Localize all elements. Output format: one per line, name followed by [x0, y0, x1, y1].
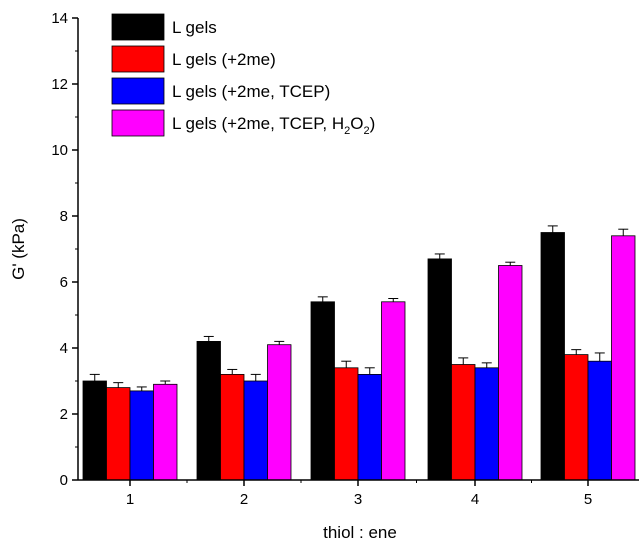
bar: [243, 380, 268, 481]
legend-swatch: [111, 45, 165, 73]
y-tick-label: 2: [60, 406, 68, 423]
bar: [153, 383, 178, 481]
x-tick-label: 4: [471, 491, 479, 508]
bar: [106, 387, 131, 481]
y-tick-label: 4: [60, 340, 68, 357]
bar: [587, 360, 612, 481]
bar: [540, 232, 565, 481]
y-tick-label: 14: [51, 10, 68, 27]
y-tick-label: 8: [60, 208, 68, 225]
bar: [474, 367, 499, 481]
legend: L gels L gels (+2me) L gels (+2me, TCEP) L …: [111, 13, 375, 137]
bar: [196, 340, 221, 481]
x-tick-label: 1: [126, 491, 134, 508]
x-axis-title: thiol : ene: [323, 523, 397, 542]
bar: [381, 301, 406, 481]
bar: [357, 373, 382, 481]
y-axis-title: G' (kPa): [9, 218, 28, 280]
bar: [334, 367, 359, 481]
x-tick-label: 5: [584, 491, 592, 508]
y-tick-label: 6: [60, 274, 68, 291]
bar: [427, 258, 452, 481]
bar: [220, 373, 245, 481]
y-tick-label: 10: [51, 142, 68, 159]
bar: [564, 354, 589, 481]
bar-group: [82, 225, 636, 481]
legend-swatch: [111, 109, 165, 137]
legend-label: L gels: [172, 18, 217, 37]
legend-label: L gels (+2me): [172, 50, 276, 69]
y-tick-label: 12: [51, 76, 68, 93]
legend-swatch: [111, 77, 165, 105]
bar: [129, 390, 154, 481]
legend-label: L gels (+2me, TCEP): [172, 82, 330, 101]
legend-label: L gels (+2me, TCEP, H2O2): [172, 114, 375, 137]
x-tick-label: 3: [354, 491, 362, 508]
bar: [498, 265, 523, 481]
bar: [82, 380, 107, 481]
bar: [611, 235, 636, 481]
bar: [267, 344, 292, 481]
x-tick-label: 2: [240, 491, 248, 508]
y-tick-label: 0: [60, 472, 68, 489]
bar: [451, 364, 476, 481]
legend-swatch: [111, 13, 165, 41]
bar: [310, 301, 335, 481]
